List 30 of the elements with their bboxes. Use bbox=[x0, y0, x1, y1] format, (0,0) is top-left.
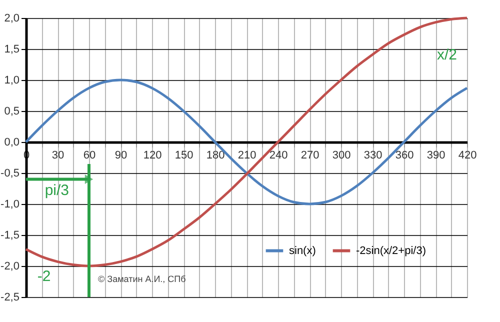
x-tick-label: 300 bbox=[332, 150, 351, 162]
legend-label: -2sin(x/2+pi/3) bbox=[356, 244, 426, 257]
legend-label: sin(x) bbox=[289, 244, 316, 257]
x-tick-label: 90 bbox=[114, 150, 128, 162]
x-tick-label: 210 bbox=[238, 150, 256, 162]
y-tick-label: 1,0 bbox=[4, 74, 20, 86]
annotation: © Заматин А.И., СПб bbox=[98, 274, 186, 284]
annotation: pi/3 bbox=[44, 182, 69, 200]
y-tick-label: 1,5 bbox=[4, 44, 20, 56]
x-tick-label: 180 bbox=[206, 150, 225, 162]
y-tick-label: -1,0 bbox=[0, 198, 20, 210]
y-tick-label: -1,5 bbox=[0, 230, 20, 242]
y-tick-label: 0,0 bbox=[4, 136, 20, 148]
x-tick-label: 270 bbox=[300, 150, 320, 162]
y-tick-label: 0,5 bbox=[4, 106, 20, 118]
annotation: x/2 bbox=[436, 46, 458, 64]
x-tick-label: 330 bbox=[364, 150, 382, 162]
x-tick-label: 420 bbox=[458, 150, 477, 162]
y-tick-label: -2,0 bbox=[0, 260, 20, 272]
x-tick-label: 360 bbox=[395, 150, 414, 162]
x-tick-label: 390 bbox=[426, 150, 446, 162]
x-tick-label: 30 bbox=[52, 150, 64, 162]
x-tick-label: 240 bbox=[269, 150, 288, 162]
x-tick-label: 150 bbox=[174, 150, 194, 162]
y-tick-label: -2,5 bbox=[0, 292, 20, 304]
y-tick-label: -0,5 bbox=[0, 168, 20, 180]
x-tick-label: 120 bbox=[143, 150, 162, 162]
y-tick-label: 2,0 bbox=[4, 12, 20, 24]
annotation: -2 bbox=[37, 268, 51, 286]
x-tick-label: 60 bbox=[83, 150, 96, 162]
